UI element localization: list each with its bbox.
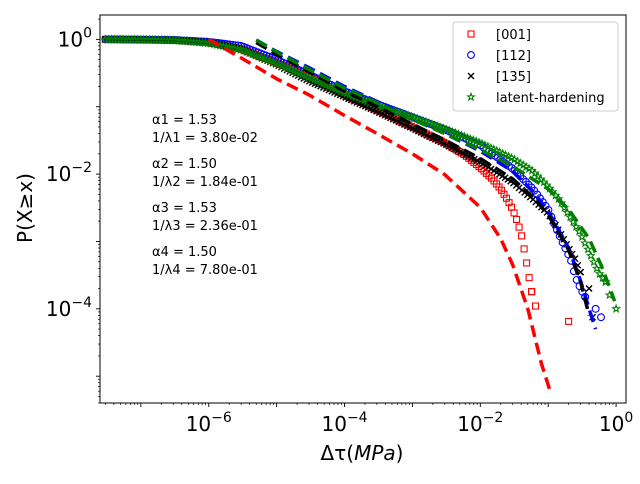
data-point xyxy=(580,237,590,248)
legend-label: [001] xyxy=(496,28,531,43)
x-tick-label: 10−4 xyxy=(321,410,367,436)
legend-label: [112] xyxy=(496,49,531,64)
lambda-annotation: 1/λ4 = 7.80e-01 xyxy=(152,263,258,278)
data-point xyxy=(531,302,540,310)
data-point xyxy=(523,259,531,267)
fit-parameter-annotations: α1 = 1.53 1/λ1 = 3.80e-02 α2 = 1.50 1/λ2 = … xyxy=(152,113,258,278)
data-point xyxy=(520,245,528,253)
series-4-markers xyxy=(100,34,621,313)
legend-marker xyxy=(467,51,475,59)
data-point xyxy=(591,263,602,273)
x-tick-label: 10−2 xyxy=(457,410,503,436)
alpha-annotation: α3 = 1.53 xyxy=(152,201,217,216)
y-axis-ticks: 10−4 10−2 100 xyxy=(46,18,100,404)
x-tick-label: 100 xyxy=(599,410,633,436)
legend-label: [135] xyxy=(496,70,531,85)
y-tick-label: 10−2 xyxy=(46,160,92,186)
data-point xyxy=(518,232,526,240)
data-point xyxy=(515,223,523,231)
data-point xyxy=(611,303,621,313)
y-tick-label: 10−4 xyxy=(46,295,92,321)
lambda-annotation: 1/λ3 = 2.36e-01 xyxy=(152,219,258,234)
data-point xyxy=(577,268,585,276)
series-4-fit-line xyxy=(255,38,617,302)
alpha-annotation: α4 = 1.50 xyxy=(152,245,217,260)
alpha-annotation: α2 = 1.50 xyxy=(152,157,217,172)
lambda-annotation: 1/λ2 = 1.84e-01 xyxy=(152,175,258,190)
data-point xyxy=(597,313,605,322)
y-tick-label: 100 xyxy=(58,25,92,51)
data-point xyxy=(513,215,521,223)
data-point xyxy=(562,207,573,217)
data-point xyxy=(565,317,573,325)
data-point xyxy=(571,221,582,231)
data-point xyxy=(583,244,593,254)
data-point xyxy=(594,268,605,279)
legend-marker xyxy=(466,91,476,102)
plot-area xyxy=(100,34,621,395)
y-axis-label: P(X≥x) xyxy=(13,173,37,243)
data-point xyxy=(585,285,593,293)
series-1-fit-line xyxy=(207,37,553,395)
x-axis-label: Δτ(MPa) xyxy=(321,441,404,465)
x-axis-ticks: 10−6 10−4 10−2 100 xyxy=(105,403,633,436)
lambda-annotation: 1/λ1 = 3.80e-02 xyxy=(152,131,258,146)
data-point xyxy=(577,231,587,242)
data-point xyxy=(588,256,599,267)
legend: [001] [112] [135] latent-hardening xyxy=(452,21,619,112)
legend-marker xyxy=(467,72,475,80)
data-point xyxy=(591,304,600,313)
data-point xyxy=(525,274,533,282)
legend-box xyxy=(452,21,619,112)
x-tick-label: 10−6 xyxy=(186,410,232,436)
data-point xyxy=(585,250,596,260)
alpha-annotation: α1 = 1.53 xyxy=(152,113,217,128)
legend-marker xyxy=(467,30,475,38)
data-point xyxy=(528,288,536,296)
legend-label: latent-hardening xyxy=(496,91,605,106)
